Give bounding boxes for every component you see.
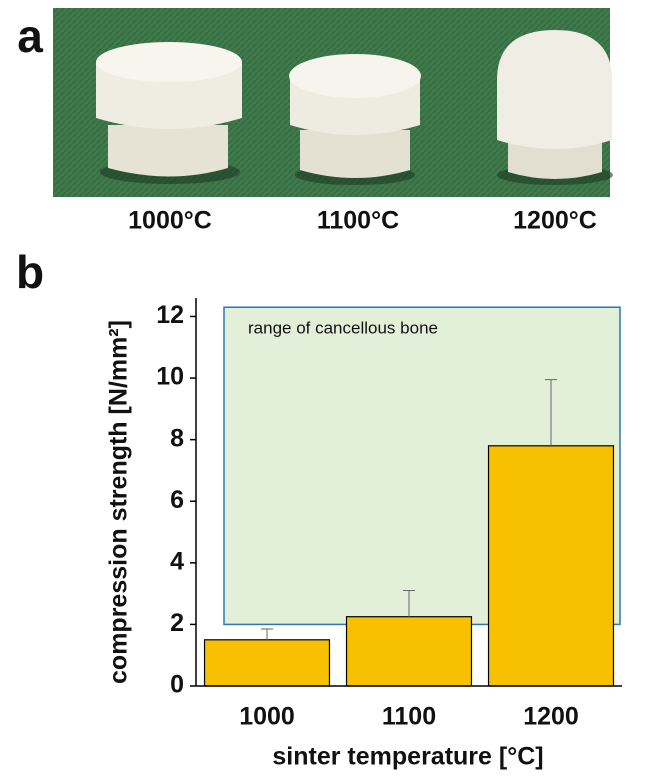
bar [205,640,330,686]
annotation: range of cancellous bone [248,319,438,338]
y-tick-label: 0 [170,671,184,699]
y-tick-label: 8 [170,424,184,452]
x-tick-label: 1200 [523,703,579,731]
x-tick-label: 1100 [382,703,436,731]
panel-label: b [16,246,44,298]
y-tick-label: 12 [156,301,184,329]
x-tick-label: 1000 [239,703,295,731]
figure: a b 1000°C 1100°C 1200°C range of cancel… [0,0,662,778]
x-axis-label: sinter temperature [°C] [272,743,543,771]
panel-label: a [17,10,43,62]
y-tick-label: 2 [170,609,184,637]
y-tick-label: 10 [156,363,184,391]
y-tick-label: 6 [170,486,184,514]
y-tick-label: 4 [170,547,184,575]
bar [489,446,614,686]
photo-caption: 1200°C [513,207,597,235]
y-axis-label: compression strength [N/mm²] [105,320,133,684]
bar [347,617,472,686]
photo-caption: 1000°C [128,207,212,235]
photo-caption: 1100°C [317,207,399,235]
error-bar [261,629,273,640]
photo [53,8,613,197]
chart: range of cancellous bone 1000 1100 1200 0 2 4 6… [105,298,622,771]
